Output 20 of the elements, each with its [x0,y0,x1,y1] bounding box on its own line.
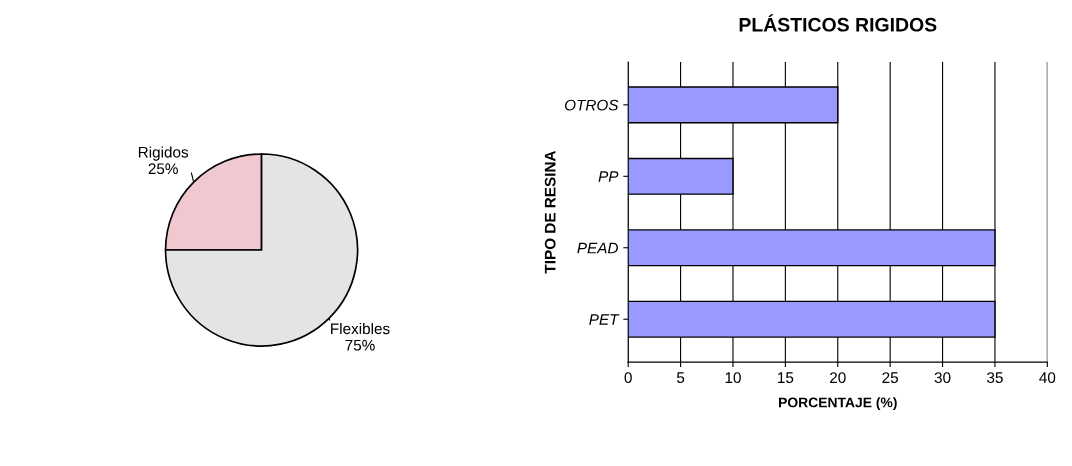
x-tick-label: 0 [624,372,632,384]
slice-label: Flexibles [331,322,390,335]
y-tick-label: PP [598,171,619,182]
data-label: 25% [148,163,178,175]
x-tick-label: 30 [934,372,951,384]
x-tick-label: 10 [725,372,741,384]
x-tick-label: 40 [1039,372,1056,384]
x-tick-label: 20 [830,372,846,384]
y-tick-label: PET [589,314,620,325]
y-tick-label: OTROS [564,99,619,111]
data-label: 75% [345,339,375,351]
y-axis-title: TIPO DE RESINA [544,150,556,274]
x-axis-title: PORCENTAJE (%) [779,397,897,411]
x-tick-label: 25 [882,372,899,384]
y-tick-label: PEAD [577,242,618,254]
x-tick-label: 35 [987,372,1003,384]
chart-title: PLÁSTICOS RIGIDOS [739,14,937,32]
slice-label: Rigidos [138,146,189,161]
x-tick-label: 15 [778,372,794,384]
x-tick-label: 5 [676,372,685,384]
